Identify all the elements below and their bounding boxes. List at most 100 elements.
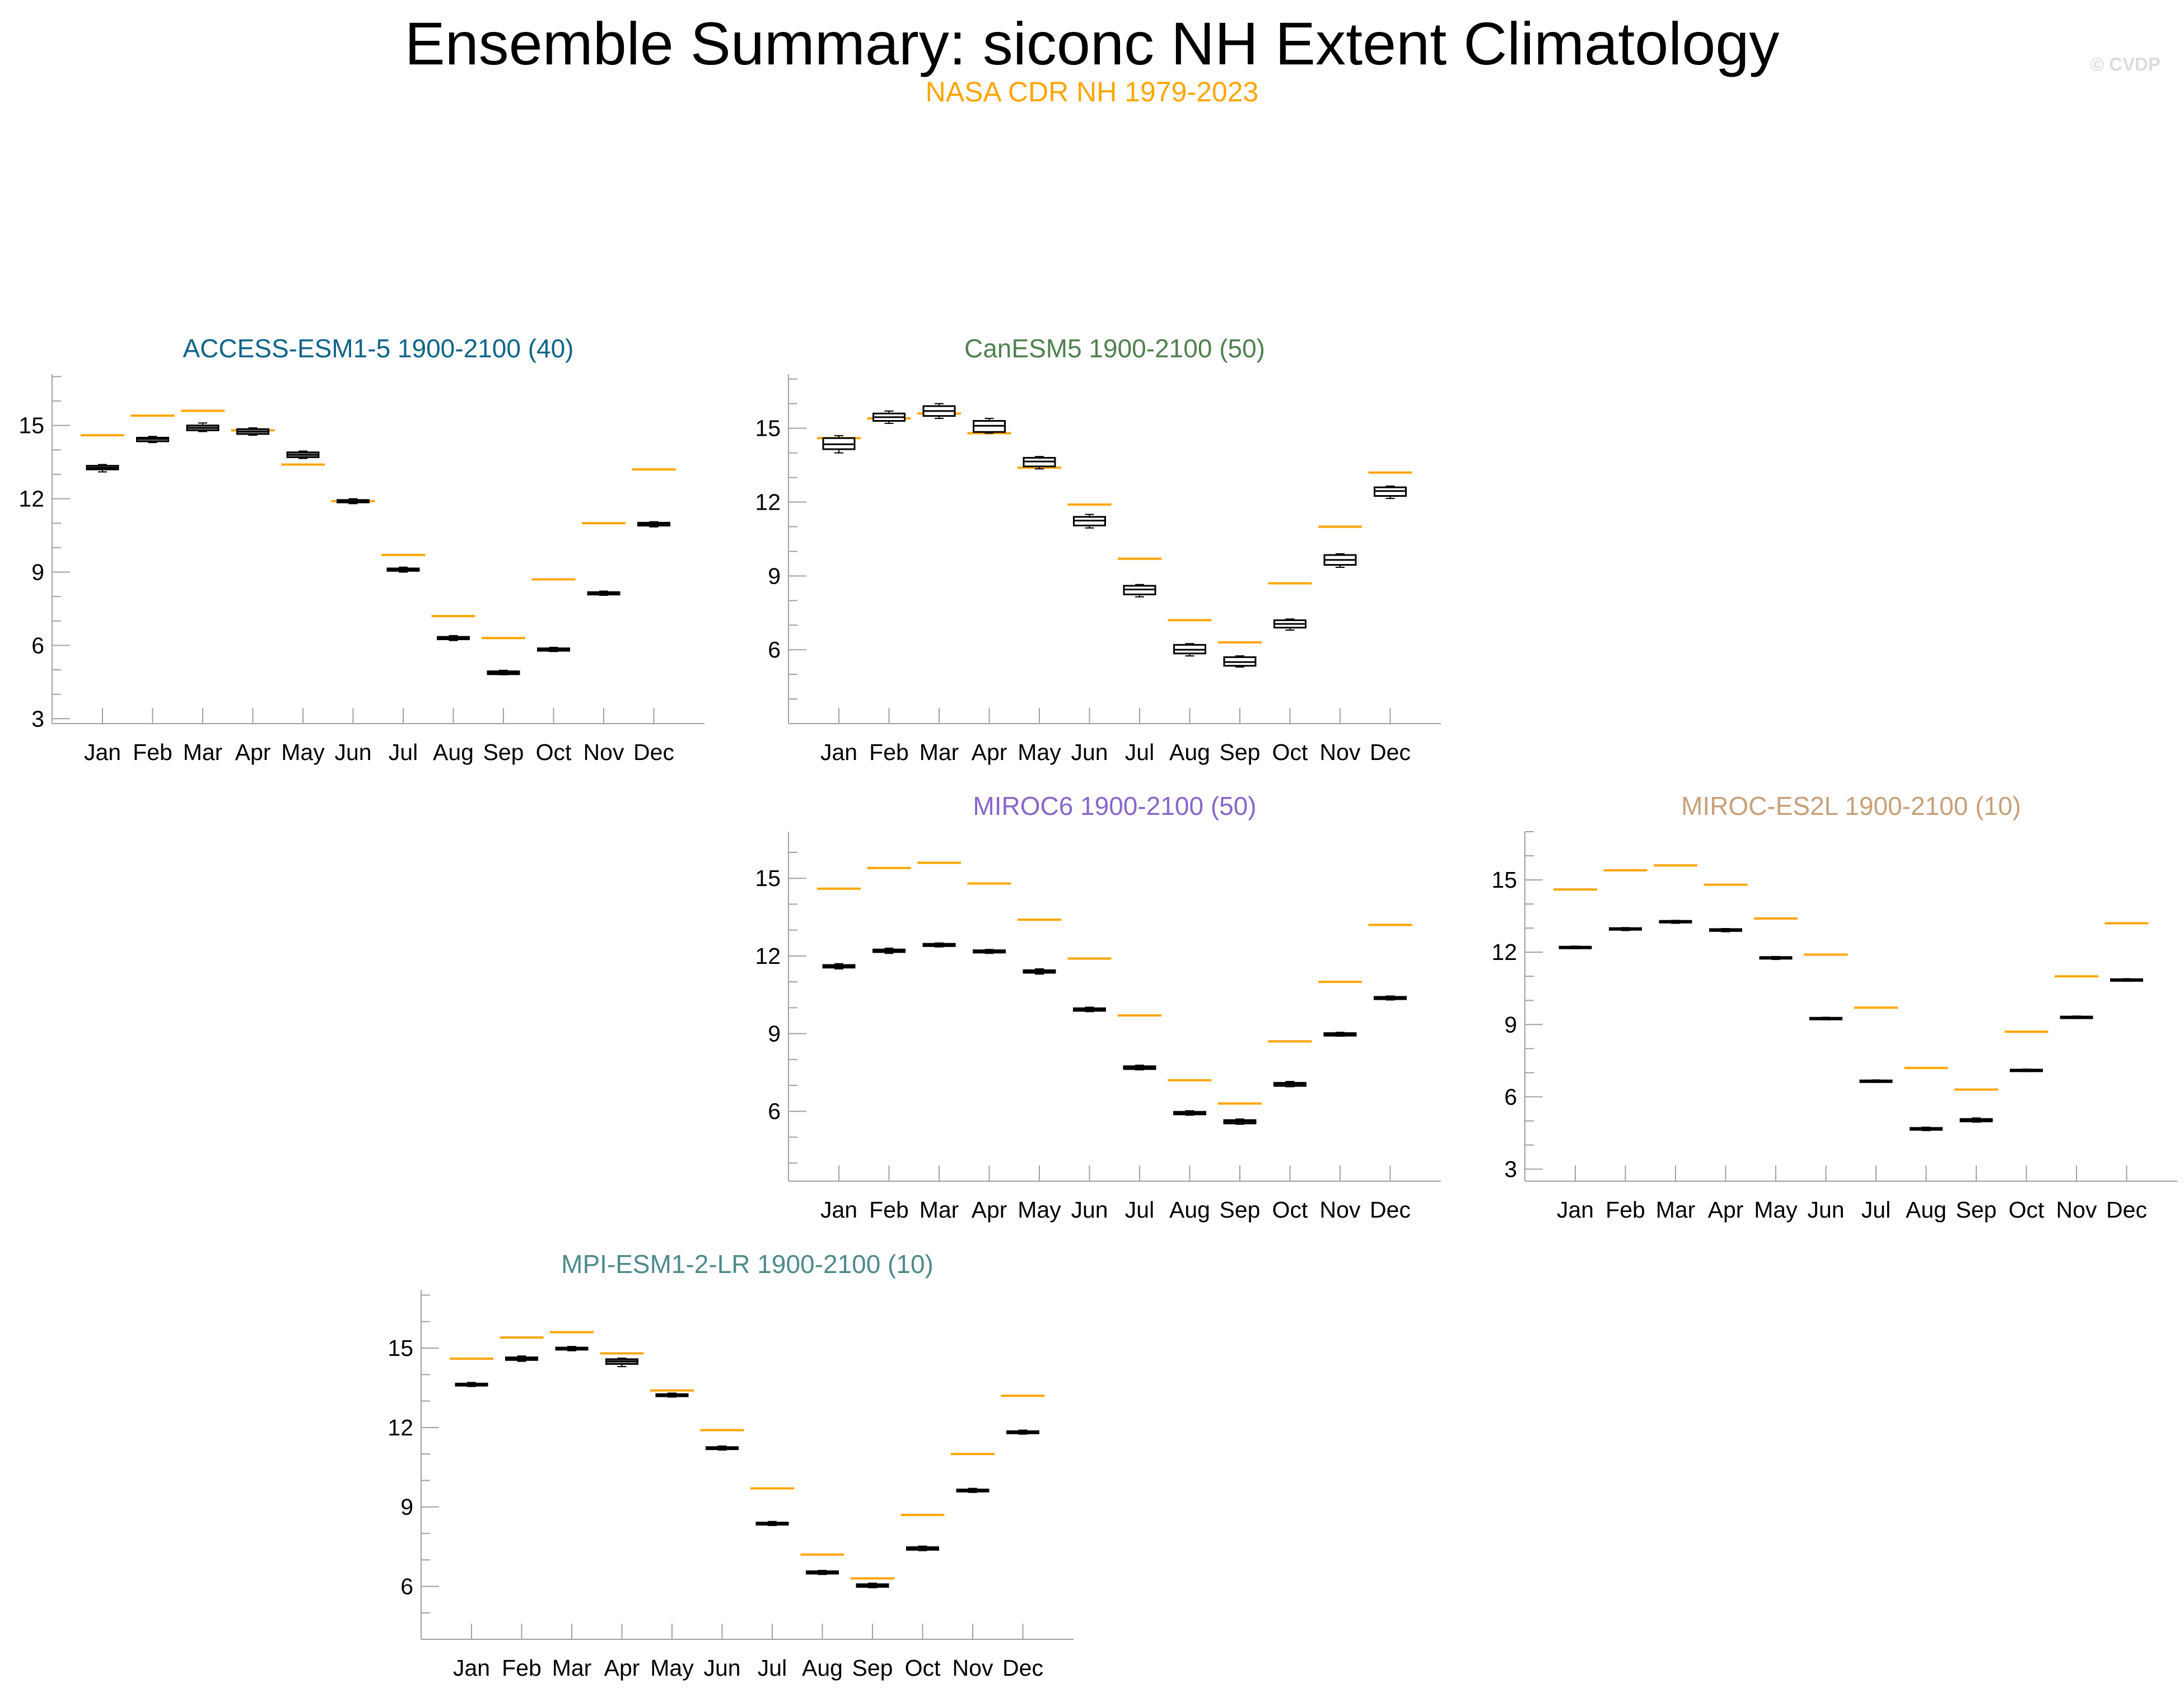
box-plot bbox=[973, 949, 1006, 954]
y-tick-label: 15 bbox=[1491, 867, 1517, 893]
x-tick-label: Jan bbox=[84, 739, 121, 765]
x-tick-label: Nov bbox=[953, 1655, 993, 1681]
y-tick-label: 9 bbox=[400, 1494, 413, 1520]
box-plot bbox=[806, 1570, 839, 1575]
box-plot bbox=[487, 669, 520, 675]
box-plot bbox=[1023, 456, 1056, 470]
box-plot bbox=[956, 1488, 990, 1493]
y-tick-label: 12 bbox=[1491, 939, 1517, 965]
y-tick-label: 6 bbox=[768, 1098, 781, 1124]
box-plot bbox=[1073, 1006, 1106, 1013]
x-tick-label: Oct bbox=[536, 739, 572, 765]
box-plot bbox=[1023, 968, 1056, 975]
box-plot bbox=[872, 948, 906, 954]
x-tick-label: Oct bbox=[1272, 739, 1308, 765]
box-plot bbox=[637, 521, 670, 528]
x-tick-label: Jun bbox=[334, 739, 371, 765]
y-tick-label: 9 bbox=[768, 563, 781, 589]
box-plot bbox=[822, 963, 856, 969]
x-tick-label: Apr bbox=[972, 1197, 1007, 1223]
y-tick-label: 15 bbox=[388, 1335, 413, 1361]
box-plot bbox=[505, 1355, 538, 1362]
x-tick-label: Jan bbox=[820, 1197, 857, 1223]
box-plot bbox=[1609, 927, 1642, 931]
x-tick-label: Jan bbox=[820, 739, 857, 765]
box-plot bbox=[537, 646, 570, 652]
box-plot bbox=[1558, 945, 1592, 949]
box-plot bbox=[1959, 1117, 1993, 1123]
box-plot bbox=[1273, 1081, 1306, 1088]
x-tick-label: Aug bbox=[1169, 739, 1210, 765]
box-plot bbox=[1374, 485, 1407, 499]
y-tick-label: 12 bbox=[18, 486, 44, 512]
x-tick-label: Jan bbox=[1557, 1197, 1594, 1223]
y-tick-label: 6 bbox=[1504, 1084, 1517, 1109]
x-tick-label: Apr bbox=[972, 739, 1007, 765]
x-tick-label: May bbox=[1018, 1197, 1061, 1223]
x-tick-label: Aug bbox=[433, 739, 474, 765]
box-plot bbox=[1273, 618, 1306, 631]
box-plot bbox=[655, 1392, 689, 1398]
x-tick-label: Dec bbox=[1370, 739, 1411, 765]
x-tick-label: Jan bbox=[453, 1655, 490, 1681]
x-tick-label: May bbox=[281, 739, 325, 765]
x-tick-label: Jul bbox=[1861, 1197, 1891, 1223]
box-plot bbox=[872, 410, 906, 424]
panel-title: MIROC6 1900-2100 (50) bbox=[973, 791, 1256, 820]
box-plot bbox=[1809, 1017, 1842, 1020]
x-tick-label: May bbox=[1018, 739, 1061, 765]
box-plot bbox=[1323, 553, 1357, 568]
cvdp-watermark: © CVDP bbox=[2090, 54, 2160, 74]
x-tick-label: Sep bbox=[1220, 1197, 1261, 1223]
y-tick-label: 6 bbox=[400, 1573, 413, 1599]
box-plot bbox=[1374, 995, 1407, 1001]
x-tick-label: Oct bbox=[1272, 1197, 1308, 1223]
box-plot bbox=[386, 566, 420, 573]
panel-title: ACCESS-ESM1-5 1900-2100 (40) bbox=[183, 334, 574, 363]
x-tick-label: Mar bbox=[183, 739, 223, 765]
x-tick-label: Nov bbox=[2056, 1197, 2097, 1223]
x-tick-label: Apr bbox=[604, 1655, 640, 1681]
x-tick-label: Feb bbox=[869, 739, 909, 765]
x-tick-label: Mar bbox=[552, 1655, 592, 1681]
x-tick-label: Nov bbox=[584, 739, 624, 765]
x-tick-label: Apr bbox=[1708, 1197, 1744, 1223]
box-plot bbox=[186, 422, 220, 432]
x-tick-label: Jun bbox=[1807, 1197, 1844, 1223]
box-plot bbox=[1709, 927, 1742, 933]
box-plot bbox=[1123, 584, 1156, 598]
box-plot bbox=[437, 635, 470, 641]
x-tick-label: Feb bbox=[133, 739, 172, 765]
box-plot bbox=[1006, 1429, 1039, 1435]
panel-title: CanESM5 1900-2100 (50) bbox=[964, 334, 1265, 363]
box-plot bbox=[706, 1445, 739, 1451]
box-plot bbox=[2110, 978, 2143, 982]
chart-title: Ensemble Summary: siconc NH Extent Clima… bbox=[404, 10, 1780, 77]
x-tick-label: Mar bbox=[1656, 1197, 1696, 1223]
y-tick-label: 3 bbox=[31, 706, 44, 731]
x-tick-label: Dec bbox=[1370, 1197, 1411, 1223]
x-tick-label: Aug bbox=[802, 1655, 843, 1681]
x-tick-label: May bbox=[1754, 1197, 1798, 1223]
y-tick-label: 12 bbox=[755, 489, 781, 515]
x-tick-label: Dec bbox=[633, 739, 674, 765]
x-tick-label: Sep bbox=[1220, 739, 1261, 765]
box-plot bbox=[555, 1346, 589, 1351]
box-plot bbox=[1223, 655, 1257, 668]
box-plot bbox=[1173, 1110, 1206, 1116]
x-tick-label: Jul bbox=[389, 739, 418, 765]
box-plot bbox=[605, 1357, 638, 1368]
y-tick-label: 15 bbox=[18, 413, 44, 439]
x-tick-label: Jul bbox=[758, 1655, 787, 1681]
y-tick-label: 9 bbox=[1504, 1011, 1517, 1037]
panel-title: MIROC-ES2L 1900-2100 (10) bbox=[1681, 791, 2021, 820]
chart-panel-3: MIROC6 1900-2100 (50) 6 9 12 15 Jan Feb Mar Apr M… bbox=[755, 791, 1441, 1223]
x-tick-label: Sep bbox=[852, 1655, 893, 1681]
box-plot bbox=[1759, 955, 1793, 961]
x-tick-label: Sep bbox=[483, 739, 524, 765]
box-plot bbox=[286, 450, 320, 459]
y-tick-label: 3 bbox=[1504, 1156, 1517, 1182]
box-plot bbox=[906, 1545, 939, 1551]
y-tick-label: 12 bbox=[755, 943, 781, 969]
